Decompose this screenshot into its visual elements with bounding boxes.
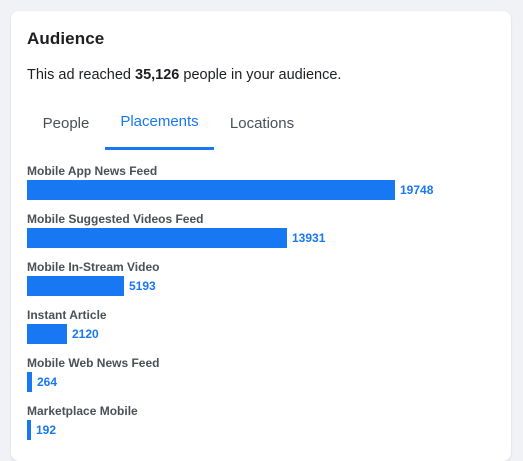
- placement-label: Instant Article: [27, 308, 107, 322]
- reach-summary: This ad reached 35,126 people in your au…: [27, 67, 341, 83]
- placement-value: 5193: [129, 279, 156, 293]
- placement-value: 2120: [72, 327, 99, 341]
- tab-locations[interactable]: Locations: [229, 114, 295, 132]
- placement-label: Mobile Suggested Videos Feed: [27, 212, 204, 226]
- placement-bar-track: 13931: [27, 228, 497, 248]
- placement-row: Mobile Web News Feed 264: [27, 354, 497, 402]
- placement-bar-track: 5193: [27, 276, 497, 296]
- placement-value: 19748: [400, 183, 434, 197]
- placement-label: Marketplace Mobile: [27, 404, 138, 418]
- placement-bar: [27, 420, 31, 440]
- placement-bar-track: 19748: [27, 180, 497, 200]
- placement-label: Mobile In-Stream Video: [27, 260, 160, 274]
- placement-label: Mobile App News Feed: [27, 164, 158, 178]
- summary-prefix: This ad reached: [27, 67, 136, 83]
- placement-bar-track: 2120: [27, 324, 497, 344]
- placement-bar: [27, 276, 124, 296]
- placement-bar: [27, 372, 32, 392]
- summary-suffix: people in your audience.: [179, 67, 342, 83]
- placement-row: Marketplace Mobile 192: [27, 402, 497, 450]
- placement-label: Mobile Web News Feed: [27, 356, 160, 370]
- audience-card: Audience This ad reached 35,126 people i…: [11, 11, 511, 461]
- audience-tabs: People Placements Locations: [27, 102, 310, 150]
- placements-chart: Mobile App News Feed 19748 Mobile Sugges…: [27, 162, 497, 450]
- tab-placements[interactable]: Placements: [105, 102, 214, 150]
- reach-count: 35,126: [135, 67, 180, 83]
- tab-people[interactable]: People: [42, 114, 90, 132]
- placement-value: 264: [37, 375, 58, 389]
- placement-row: Mobile Suggested Videos Feed 13931: [27, 210, 497, 258]
- placement-row: Mobile App News Feed 19748: [27, 162, 497, 210]
- placement-bar: [27, 324, 67, 344]
- placement-bar: [27, 228, 287, 248]
- card-title: Audience: [27, 29, 105, 48]
- placement-row: Mobile In-Stream Video 5193: [27, 258, 497, 306]
- placement-row: Instant Article 2120: [27, 306, 497, 354]
- placement-value: 13931: [292, 231, 326, 245]
- placement-bar-track: 264: [27, 372, 497, 392]
- placement-bar-track: 192: [27, 420, 497, 440]
- placement-bar: [27, 180, 395, 200]
- placement-value: 192: [36, 423, 57, 437]
